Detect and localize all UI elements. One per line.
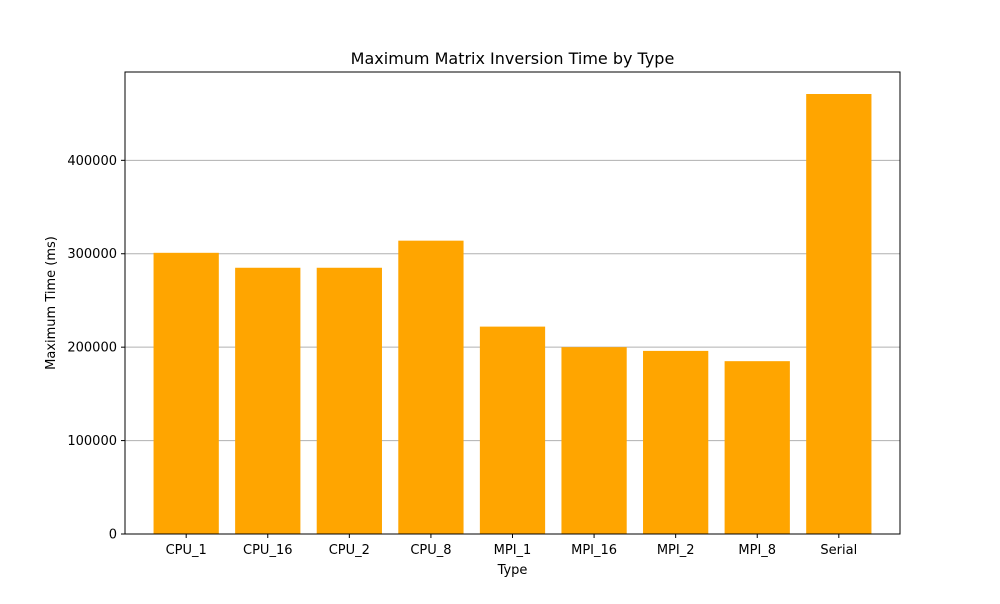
y-tick-label: 300000 xyxy=(67,247,117,262)
bar-mpi-8 xyxy=(724,361,790,534)
y-tick-label: 200000 xyxy=(67,341,117,356)
x-tick-label: MPI_16 xyxy=(571,543,617,558)
x-tick-label: CPU_1 xyxy=(166,543,207,558)
y-tick-label: 100000 xyxy=(67,434,117,449)
bar-cpu-2 xyxy=(316,267,382,534)
y-tick-label: 400000 xyxy=(67,154,117,169)
x-tick-label: MPI_8 xyxy=(738,543,776,558)
x-tick-label: CPU_8 xyxy=(410,543,451,558)
bar-mpi-1 xyxy=(479,326,546,534)
x-tick-label: Serial xyxy=(820,543,857,558)
bar-cpu-16 xyxy=(235,267,301,534)
y-axis-label: Maximum Time (ms) xyxy=(44,236,59,370)
x-tick-label: CPU_2 xyxy=(329,543,370,558)
bar-cpu-8 xyxy=(398,240,464,534)
bar-serial xyxy=(806,94,872,534)
y-axis-ticks: 0 100000 200000 300000 400000 xyxy=(67,154,125,543)
x-axis-ticks: CPU_1 CPU_16 CPU_2 CPU_8 MPI_1 MPI_16 MPI_2 MPI… xyxy=(166,534,857,558)
x-tick-label: CPU_16 xyxy=(243,543,292,558)
bar-mpi-2 xyxy=(643,350,709,534)
bar-cpu-1 xyxy=(153,252,219,534)
x-axis-label: Type xyxy=(497,563,528,578)
bar-mpi-16 xyxy=(561,347,627,534)
y-tick-label: 0 xyxy=(109,528,117,543)
x-tick-label: MPI_2 xyxy=(657,543,695,558)
bars xyxy=(153,94,872,534)
chart-title: Maximum Matrix Inversion Time by Type xyxy=(351,49,675,68)
x-tick-label: MPI_1 xyxy=(494,543,532,558)
